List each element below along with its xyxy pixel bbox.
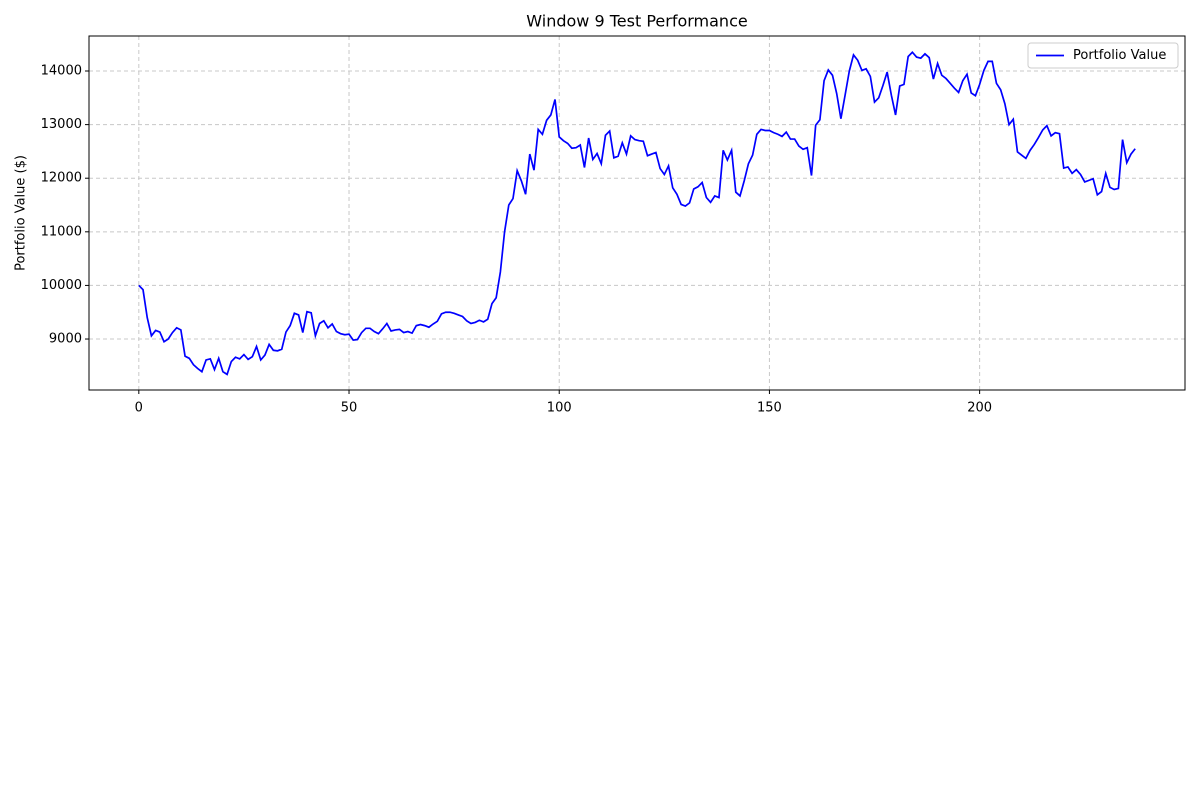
x-tick-label: 0: [135, 401, 143, 416]
y-tick-label: 10000: [41, 278, 82, 293]
legend-label: Portfolio Value: [1073, 48, 1166, 63]
y-tick-label: 11000: [41, 224, 82, 239]
legend-box: [1027, 42, 1179, 69]
y-tick-label: 12000: [41, 171, 82, 186]
y-tick-label: 13000: [41, 117, 82, 132]
chart-title: Window 9 Test Performance: [526, 12, 747, 31]
y-axis-label: Portfolio Value ($): [14, 155, 29, 271]
plot-frame: [88, 35, 1186, 391]
x-tick-label: 150: [757, 401, 782, 416]
y-tick-label: 14000: [41, 64, 82, 79]
x-tick-label: 200: [967, 401, 992, 416]
y-tick-label: 9000: [49, 332, 82, 347]
x-tick-label: 50: [341, 401, 358, 416]
data-line: [138, 50, 1136, 376]
x-tick-label: 100: [547, 401, 572, 416]
